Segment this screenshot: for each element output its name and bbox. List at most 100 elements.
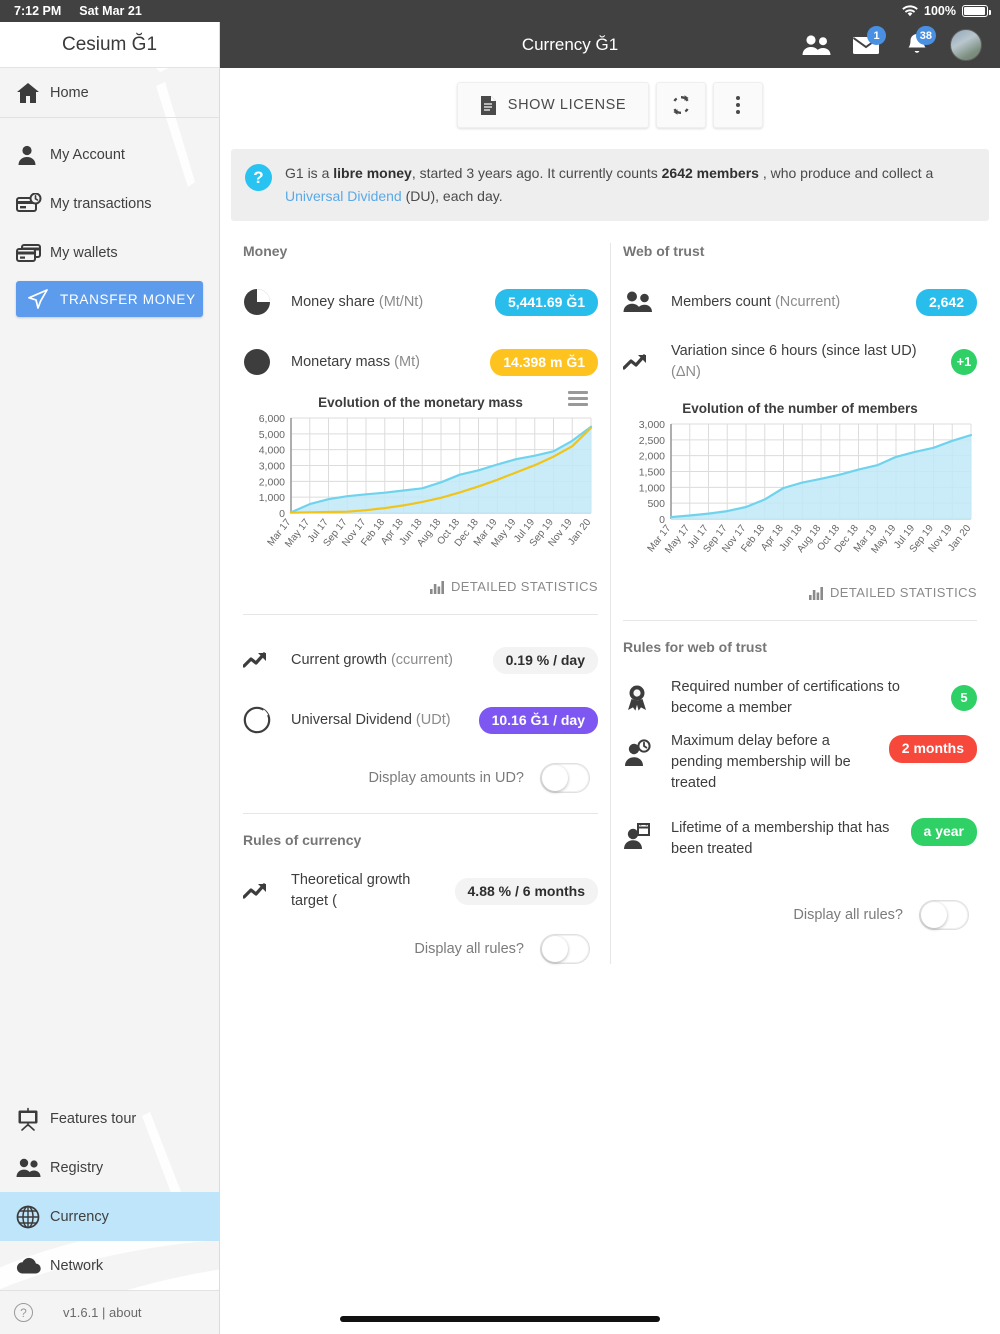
wifi-icon [902, 5, 918, 17]
show-license-button[interactable]: SHOW LICENSE [456, 82, 650, 128]
svg-text:5,000: 5,000 [259, 429, 285, 441]
notice-part1: G1 is a [285, 165, 334, 181]
display-all-rules-currency-toggle[interactable] [540, 934, 590, 965]
more-options-button[interactable] [713, 82, 764, 128]
sidebar-item-my-transactions[interactable]: My transactions [0, 179, 219, 228]
sidebar-item-home[interactable]: Home [0, 68, 219, 117]
sidebar-item-my-account[interactable]: My Account [0, 130, 219, 179]
sidebar-item-registry[interactable]: Registry [0, 1143, 219, 1192]
battery-icon [962, 5, 991, 17]
svg-text:500: 500 [647, 499, 665, 511]
wot-section-title: Web of trust [623, 243, 705, 260]
sidebar-footer[interactable]: ? v1.6.1 | about [0, 1290, 219, 1334]
monetary-mass-chart[interactable]: Evolution of the monetary mass 0 1,000 2,0… [243, 391, 598, 575]
avatar[interactable] [950, 29, 982, 61]
money-divider [243, 614, 598, 616]
display-amounts-in-ud-toggle[interactable] [540, 763, 590, 794]
transfer-money-button[interactable]: TRANSFER MONEY [16, 281, 203, 317]
money-share-value: 5,441.69 Ğ1 [494, 288, 598, 317]
presentation-icon [16, 1107, 50, 1131]
wot-detailed-statistics-label: DETAILED STATISTICS [829, 585, 977, 601]
members-count-row: Members count (Ncurrent) 2,642 [623, 275, 977, 329]
status-time: 7:12 PM [14, 4, 62, 18]
money-column: Money Money share (Mt/Nt) 5,441.69 Ğ1 Mo… [231, 243, 610, 965]
info-banner-text: G1 is a libre money, started 3 years ago… [285, 162, 973, 207]
bell-icon[interactable]: 38 [900, 26, 936, 61]
universal-dividend-symbol: (UDt) [415, 711, 451, 728]
money-section-title: Money [243, 243, 288, 260]
award-icon [623, 684, 671, 712]
card-clock-icon [16, 192, 50, 215]
universal-dividend-row: Universal Dividend (UDt) 10.16 Ğ1 / day [243, 693, 598, 747]
members-chart[interactable]: Evolution of the number of members 0 500 1… [623, 401, 977, 581]
universal-dividend-link[interactable]: Universal Dividend [285, 187, 402, 204]
envelope-icon[interactable]: 1 [850, 26, 886, 61]
required-certifications-label: Required number of certifications to bec… [671, 679, 900, 717]
bar-chart-icon [429, 580, 444, 594]
app-header: Currency Ğ1 1 38 [220, 22, 1000, 68]
info-banner: ? G1 is a libre money, started 3 years a… [231, 149, 989, 222]
current-growth-symbol: (ccurrent) [390, 651, 453, 668]
svg-text:1,000: 1,000 [639, 483, 665, 495]
max-delay-value: 2 months [888, 735, 977, 763]
money-detailed-statistics-link[interactable]: DETAILED STATISTICS [243, 579, 598, 594]
current-growth-label: Current growth (ccurrent) [291, 651, 453, 668]
page-title: Currency Ğ1 [521, 35, 619, 54]
cloud-icon [16, 1256, 50, 1276]
sidebar-item-label: Registry [50, 1159, 104, 1176]
svg-text:3,000: 3,000 [259, 461, 285, 473]
refresh-icon [670, 94, 692, 116]
sidebar-item-label: Network [50, 1257, 104, 1274]
theoretical-growth-target-label: Theoretical growth target ( [291, 872, 411, 910]
sidebar-item-features-tour[interactable]: Features tour [0, 1094, 219, 1143]
more-vertical-icon [736, 96, 741, 114]
svg-text:2,000: 2,000 [259, 477, 285, 489]
wot-detailed-statistics-link[interactable]: DETAILED STATISTICS [623, 585, 977, 600]
contacts-icon[interactable] [800, 29, 834, 61]
svg-text:1,500: 1,500 [639, 467, 665, 479]
home-indicator [340, 1316, 660, 1322]
pie-chart-icon [243, 288, 291, 316]
sidebar-item-label: My transactions [50, 195, 152, 212]
rules-of-wot-title: Rules for web of trust [623, 639, 767, 656]
sidebar-bottom-nav: Features tour Registry Currency Network [0, 1094, 219, 1334]
svg-text:0: 0 [279, 508, 285, 520]
svg-text:2,500: 2,500 [639, 435, 665, 447]
circle-filled-icon [243, 348, 291, 376]
display-all-rules-wot-toggle[interactable] [919, 900, 969, 931]
person-calendar-icon [623, 818, 671, 850]
sidebar-item-label: My Account [50, 146, 125, 163]
main-content: SHOW LICENSE ? G1 is a libre money, star… [220, 68, 1000, 1334]
sidebar-item-label: Home [50, 84, 89, 101]
svg-text:6,000: 6,000 [259, 413, 285, 425]
required-certifications-row: Required number of certifications to bec… [623, 671, 977, 725]
version-label[interactable]: v1.6.1 | about [63, 1305, 142, 1320]
sidebar-item-my-wallets[interactable]: My wallets [0, 228, 219, 277]
wot-divider [623, 620, 977, 622]
rules-of-currency-title: Rules of currency [243, 832, 362, 849]
max-delay-row: Maximum delay before a pending membershi… [623, 731, 977, 794]
svg-text:0: 0 [659, 514, 665, 526]
person-icon [16, 144, 50, 166]
current-growth-row: Current growth (ccurrent) 0.19 % / day [243, 633, 598, 687]
monetary-mass-chart-title: Evolution of the monetary mass [318, 395, 523, 411]
notice-part4: (DU), each day. [401, 187, 503, 204]
sidebar-item-network[interactable]: Network [0, 1241, 219, 1290]
status-battery-label: 100% [924, 4, 956, 18]
sidebar-item-currency[interactable]: Currency [0, 1192, 219, 1241]
current-growth-value: 0.19 % / day [492, 646, 598, 675]
members-count-value: 2,642 [915, 288, 977, 317]
refresh-button[interactable] [656, 82, 707, 128]
sidebar-divider [0, 117, 219, 118]
circle-outline-icon [243, 706, 291, 734]
display-amounts-in-ud-row: Display amounts in UD? [243, 763, 598, 794]
cards-icon [16, 242, 50, 264]
theoretical-growth-target-value: 4.88 % / 6 months [454, 877, 598, 906]
chart-menu-icon[interactable] [568, 391, 588, 407]
members-count-label: Members count (Ncurrent) [671, 293, 841, 310]
svg-text:4,000: 4,000 [259, 445, 285, 457]
question-circle-icon: ? [14, 1303, 33, 1322]
show-license-label: SHOW LICENSE [507, 97, 627, 113]
bar-chart-icon [808, 586, 823, 600]
